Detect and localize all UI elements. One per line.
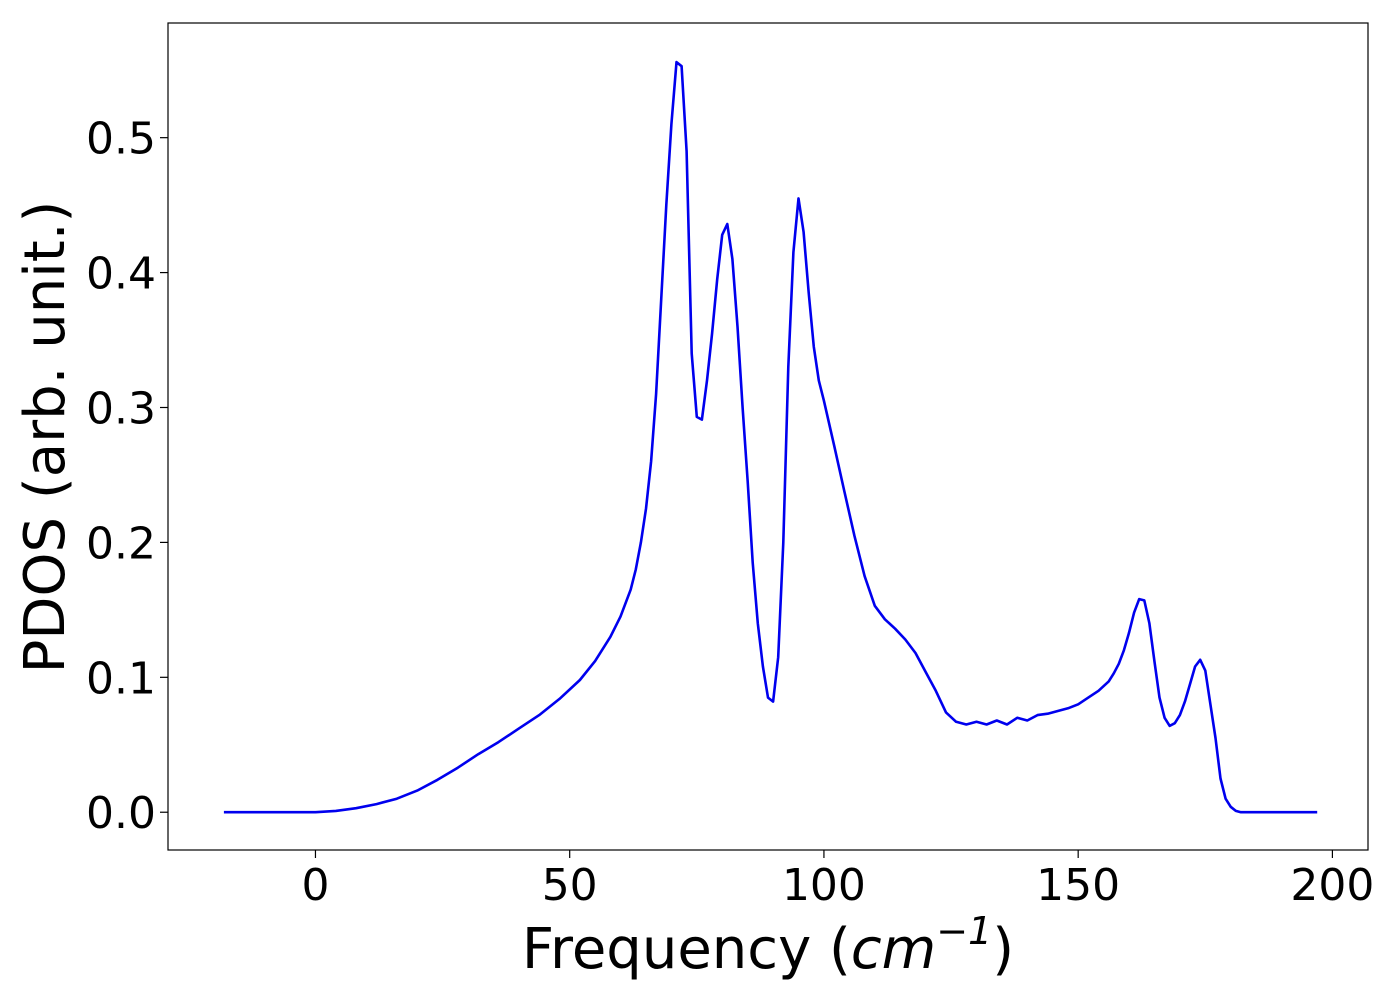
x-tick-label: 100 (782, 860, 866, 911)
x-tick-label: 50 (542, 860, 598, 911)
x-axis-ticks: 0 50 100 150 200 (301, 850, 1374, 911)
y-tick-label: 0.0 (86, 788, 156, 839)
x-tick-label: 200 (1290, 860, 1374, 911)
series-group (223, 60, 1318, 814)
x-tick-label: 0 (301, 860, 329, 911)
y-axis-label: PDOS (arb. unit.) (13, 201, 78, 674)
plot-area (168, 23, 1368, 850)
y-tick-label: 0.2 (86, 518, 156, 569)
y-tick-label: 0.1 (86, 653, 156, 704)
y-tick-label: 0.4 (86, 249, 156, 300)
y-tick-label: 0.5 (86, 114, 156, 165)
plot-frame (167, 22, 1369, 851)
pdos-line (223, 60, 1318, 814)
y-axis-ticks: 0.0 0.1 0.2 0.3 0.4 0.5 (86, 114, 168, 839)
y-tick-label: 0.3 (86, 383, 156, 434)
x-axis-label: Frequency (cm−1) (522, 909, 1014, 982)
x-tick-label: 150 (1036, 860, 1120, 911)
